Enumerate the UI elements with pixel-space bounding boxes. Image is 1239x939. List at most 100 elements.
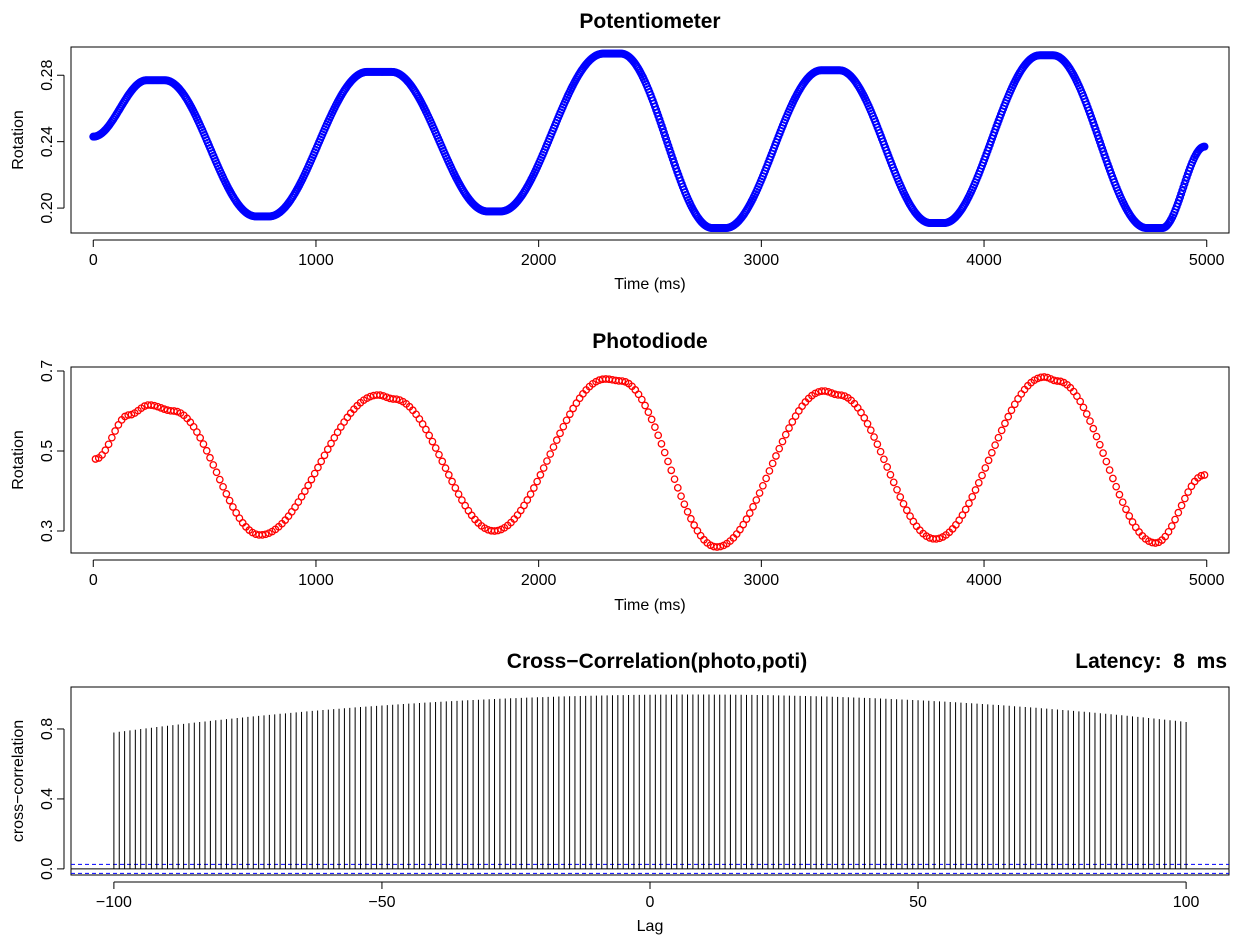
data-point (906, 512, 914, 521)
x-tick-label: −50 (368, 894, 395, 911)
data-point (958, 511, 967, 519)
data-point (755, 489, 764, 497)
data-point (974, 478, 983, 487)
data-point (716, 542, 725, 551)
data-point (1099, 449, 1107, 457)
data-point (1125, 512, 1134, 520)
plot-frame (70, 46, 1230, 234)
y-axis: 0.0 0.4 0.8 (39, 718, 65, 880)
data-point (1095, 440, 1104, 449)
data-point (654, 431, 663, 440)
data-point (225, 496, 234, 505)
data-point (660, 448, 669, 457)
data-point (229, 503, 237, 511)
data-point (101, 446, 110, 455)
chart-title: Potentiometer (579, 10, 720, 33)
data-point (765, 467, 774, 475)
y-axis: 0.20 0.24 0.28 (39, 60, 65, 224)
data-point (222, 490, 231, 498)
data-point (111, 427, 119, 435)
y-tick-label: 0.4 (39, 788, 56, 810)
x-tick-label: 0 (89, 252, 98, 269)
data-point (1040, 373, 1049, 381)
data-point (857, 408, 865, 417)
data-point (343, 413, 352, 422)
data-point (1171, 515, 1179, 524)
data-point (294, 498, 303, 506)
data-point (1007, 406, 1016, 415)
x-tick-label: 2000 (521, 572, 557, 589)
data-point (320, 451, 329, 460)
data-point (91, 455, 100, 463)
data-point (536, 471, 545, 479)
data-point (739, 520, 748, 529)
data-point (866, 426, 875, 435)
data-point (1086, 417, 1094, 425)
data-point (494, 526, 502, 535)
data-point (762, 474, 770, 483)
chart-title: Photodiode (592, 330, 707, 353)
data-point (1118, 498, 1127, 507)
data-point (196, 433, 205, 442)
data-point (670, 475, 679, 484)
data-point (104, 440, 113, 449)
data-point (664, 457, 672, 466)
x-tick-label: 4000 (966, 252, 1002, 269)
data-point (876, 447, 885, 456)
x-tick-label: 0 (646, 894, 655, 911)
data-point (1167, 522, 1176, 530)
data-point (880, 455, 888, 464)
data-point (526, 490, 535, 499)
data-point (837, 391, 846, 400)
data-point (307, 475, 316, 484)
x-tick-label: 5000 (1189, 572, 1225, 589)
photodiode-panel: Photodiode 0 1000 2000 3000 4000 5000 0.30.50… (10, 330, 1230, 614)
data-point (392, 395, 401, 404)
data-point (454, 490, 463, 499)
x-tick-label: 4000 (966, 572, 1002, 589)
x-tick-label: −100 (96, 894, 132, 911)
data-point (330, 433, 339, 442)
data-point (523, 496, 532, 504)
data-point (742, 515, 751, 523)
y-tick-label: 0.0 (39, 858, 56, 880)
data-point (994, 433, 1003, 442)
data-point (768, 459, 777, 468)
data-point (965, 499, 973, 508)
data-point (745, 509, 754, 518)
y-tick-label: 0.20 (39, 192, 56, 223)
data-point (641, 401, 649, 410)
data-point (968, 492, 977, 501)
data-point (431, 444, 440, 452)
x-axis-label: Time (ms) (614, 597, 685, 614)
x-axis: 0 1000 2000 3000 4000 5000 (89, 559, 1225, 589)
data-points (89, 49, 1209, 233)
data-point (788, 418, 797, 426)
data-point (1174, 508, 1183, 517)
data-point (781, 430, 790, 439)
data-point (1076, 397, 1085, 406)
data-point (556, 429, 564, 438)
x-tick-label: 5000 (1189, 252, 1225, 269)
data-point (215, 475, 224, 484)
data-point (376, 391, 384, 399)
data-point (637, 395, 646, 404)
data-point (304, 481, 312, 490)
data-point (971, 486, 980, 494)
data-point (533, 477, 541, 486)
x-axis: 0 1000 2000 3000 4000 5000 (89, 239, 1225, 269)
data-point (677, 492, 685, 501)
data-point (1079, 403, 1088, 412)
data-point (448, 477, 456, 486)
data-point (575, 394, 584, 403)
data-point (896, 493, 905, 501)
data-point (301, 487, 309, 496)
y-tick-label: 0.24 (39, 126, 56, 157)
data-point (124, 411, 133, 419)
data-point (961, 505, 970, 514)
data-point (1092, 432, 1101, 441)
data-point (458, 496, 466, 504)
data-point (1102, 457, 1111, 466)
data-point (297, 492, 306, 501)
